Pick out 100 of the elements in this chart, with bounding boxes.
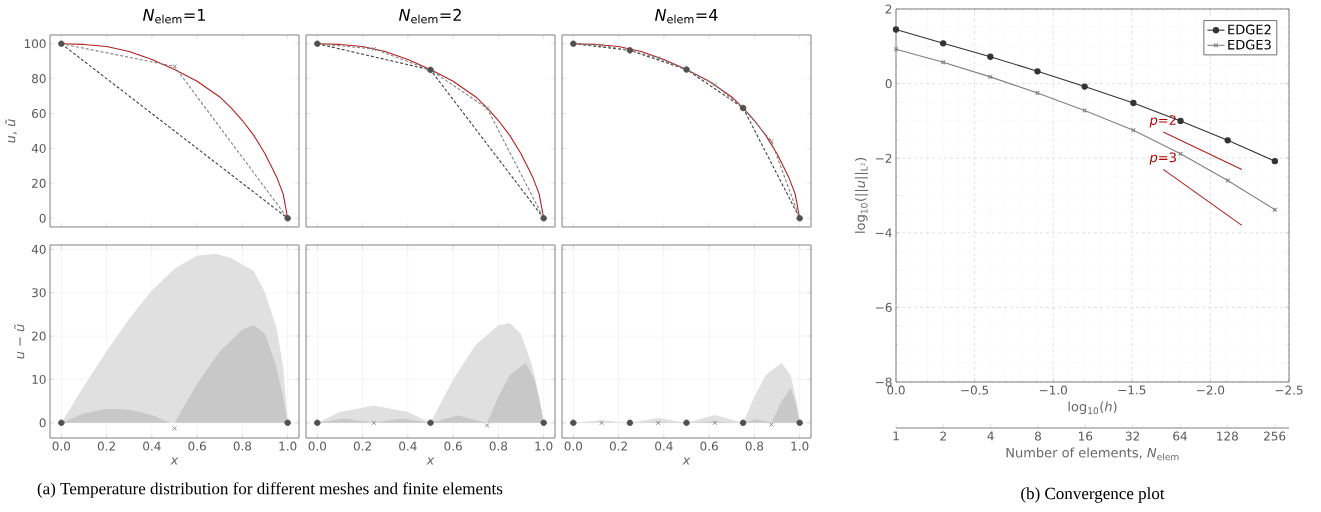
- x-tick-label: 0.2: [609, 441, 627, 451]
- point: [1130, 127, 1136, 133]
- point: [768, 138, 774, 144]
- x-axis-title: log$_{10}$(h): [1068, 401, 1117, 415]
- x-tick-label: −2.0: [1197, 385, 1225, 395]
- x-tick-label: 0.6: [700, 441, 718, 451]
- point: [655, 55, 661, 61]
- y-tick-label: −6: [876, 302, 892, 312]
- x-tick-label: 0.4: [655, 441, 673, 451]
- point: [1225, 178, 1231, 183]
- x2-tick-label: 2: [940, 431, 946, 441]
- y-tick-label: 40: [31, 143, 46, 153]
- point: [58, 40, 65, 47]
- y-tick-label: 0: [39, 213, 46, 223]
- x2-tick-label: 128: [1217, 431, 1238, 441]
- point: [940, 59, 946, 65]
- point: [796, 215, 803, 222]
- x-tick-label: −1.5: [1118, 385, 1146, 395]
- point: [570, 40, 577, 47]
- x-tick-label: 0.2: [97, 441, 115, 451]
- y-tick-label: 2: [885, 4, 892, 14]
- x2-tick-label: 4: [987, 431, 994, 441]
- point: [1271, 158, 1279, 165]
- x-axis-title: x: [682, 457, 691, 465]
- y-tick-label: 80: [32, 74, 46, 84]
- x2-tick-label: 16: [1079, 431, 1093, 441]
- x-tick-label: 0.4: [143, 441, 161, 451]
- annotation: p=3: [1149, 152, 1176, 165]
- point: [712, 82, 718, 88]
- point: [892, 26, 900, 33]
- x-tick-label: 1.0: [791, 441, 809, 451]
- legend-label: EDGE2: [1228, 24, 1271, 35]
- x2-tick-label: 8: [1034, 431, 1041, 441]
- point: [987, 53, 994, 60]
- x2-tick-label: 256: [1264, 431, 1286, 441]
- y-axis-title: log$_{10}$(||u||$_{L²}$): [854, 158, 868, 233]
- point: [1035, 90, 1040, 96]
- x-tick-label: −2.5: [1275, 385, 1303, 395]
- x-tick-label: −0.5: [961, 385, 989, 395]
- point: [172, 63, 177, 69]
- y-tick-label: −4: [876, 228, 892, 238]
- y-tick-label: −8: [876, 377, 892, 387]
- chart-title: N$_{elem}$=4: [655, 9, 718, 24]
- point: [1224, 137, 1231, 144]
- point: [484, 105, 490, 111]
- x2-tick-label: 64: [1173, 431, 1187, 441]
- x-tick-label: 0.2: [353, 441, 371, 451]
- point: [626, 47, 634, 54]
- y-tick-label: 30: [32, 288, 46, 298]
- point: [427, 66, 434, 74]
- y-axis-title: u − ũ: [14, 324, 25, 359]
- point: [1081, 83, 1088, 90]
- point: [940, 40, 947, 47]
- point: [1082, 108, 1088, 113]
- y-tick-label: 40: [31, 244, 46, 254]
- x-tick-label: 0.8: [745, 441, 764, 451]
- x2-tick-label: 32: [1125, 431, 1140, 441]
- point: [540, 215, 547, 222]
- point: [739, 104, 747, 112]
- x-tick-label: 0.4: [399, 441, 417, 451]
- point: [1034, 68, 1041, 75]
- chart-title: N$_{elem}$=2: [399, 8, 461, 24]
- point: [683, 66, 690, 73]
- y-tick-label: 20: [32, 331, 46, 341]
- annotation: p=2: [1149, 115, 1176, 128]
- chart-title: N$_{elem}$=1: [143, 9, 205, 24]
- x-tick-label: 1.0: [279, 441, 297, 451]
- point: [284, 215, 291, 222]
- x-tick-label: −1.0: [1039, 385, 1067, 395]
- text: (a) Temperature distribution for different meshes and finite elements: [37, 482, 503, 498]
- y-tick-label: 20: [32, 178, 46, 188]
- x-tick-label: 0.0: [564, 441, 583, 451]
- x-tick-label: 0.8: [233, 441, 252, 451]
- point: [599, 43, 605, 48]
- y-tick-label: 10: [32, 374, 46, 384]
- y-tick-label: 0: [39, 418, 46, 428]
- x-tick-label: 0.6: [188, 441, 206, 451]
- x-tick-label: 0.0: [52, 441, 71, 451]
- y-tick-label: 100: [24, 39, 46, 49]
- x-tick-label: 1.0: [535, 441, 553, 451]
- y-tick-label: −2: [876, 153, 892, 163]
- point: [371, 46, 377, 52]
- y-tick-label: 60: [32, 109, 46, 119]
- text: (b) Convergence plot: [1021, 487, 1165, 503]
- x-tick-label: 0.0: [308, 441, 327, 451]
- point: [1178, 151, 1183, 157]
- y-tick-label: 0: [885, 79, 892, 89]
- y-axis-title: u, ũ: [5, 119, 17, 143]
- x-tick-label: 0.8: [489, 441, 508, 451]
- x-tick-label: 0.6: [444, 441, 462, 451]
- point: [314, 40, 321, 47]
- x2-axis-title: Number of elements, N$_{elem}$: [1006, 447, 1179, 461]
- x2-tick-label: 1: [893, 431, 899, 441]
- point: [1177, 117, 1184, 125]
- x-axis-title: x: [170, 457, 179, 465]
- point: [1130, 99, 1137, 107]
- point: [987, 74, 993, 80]
- legend-label: EDGE3: [1228, 39, 1271, 50]
- x-axis-title: x: [426, 457, 435, 465]
- x-tick-label: 0.0: [887, 385, 905, 395]
